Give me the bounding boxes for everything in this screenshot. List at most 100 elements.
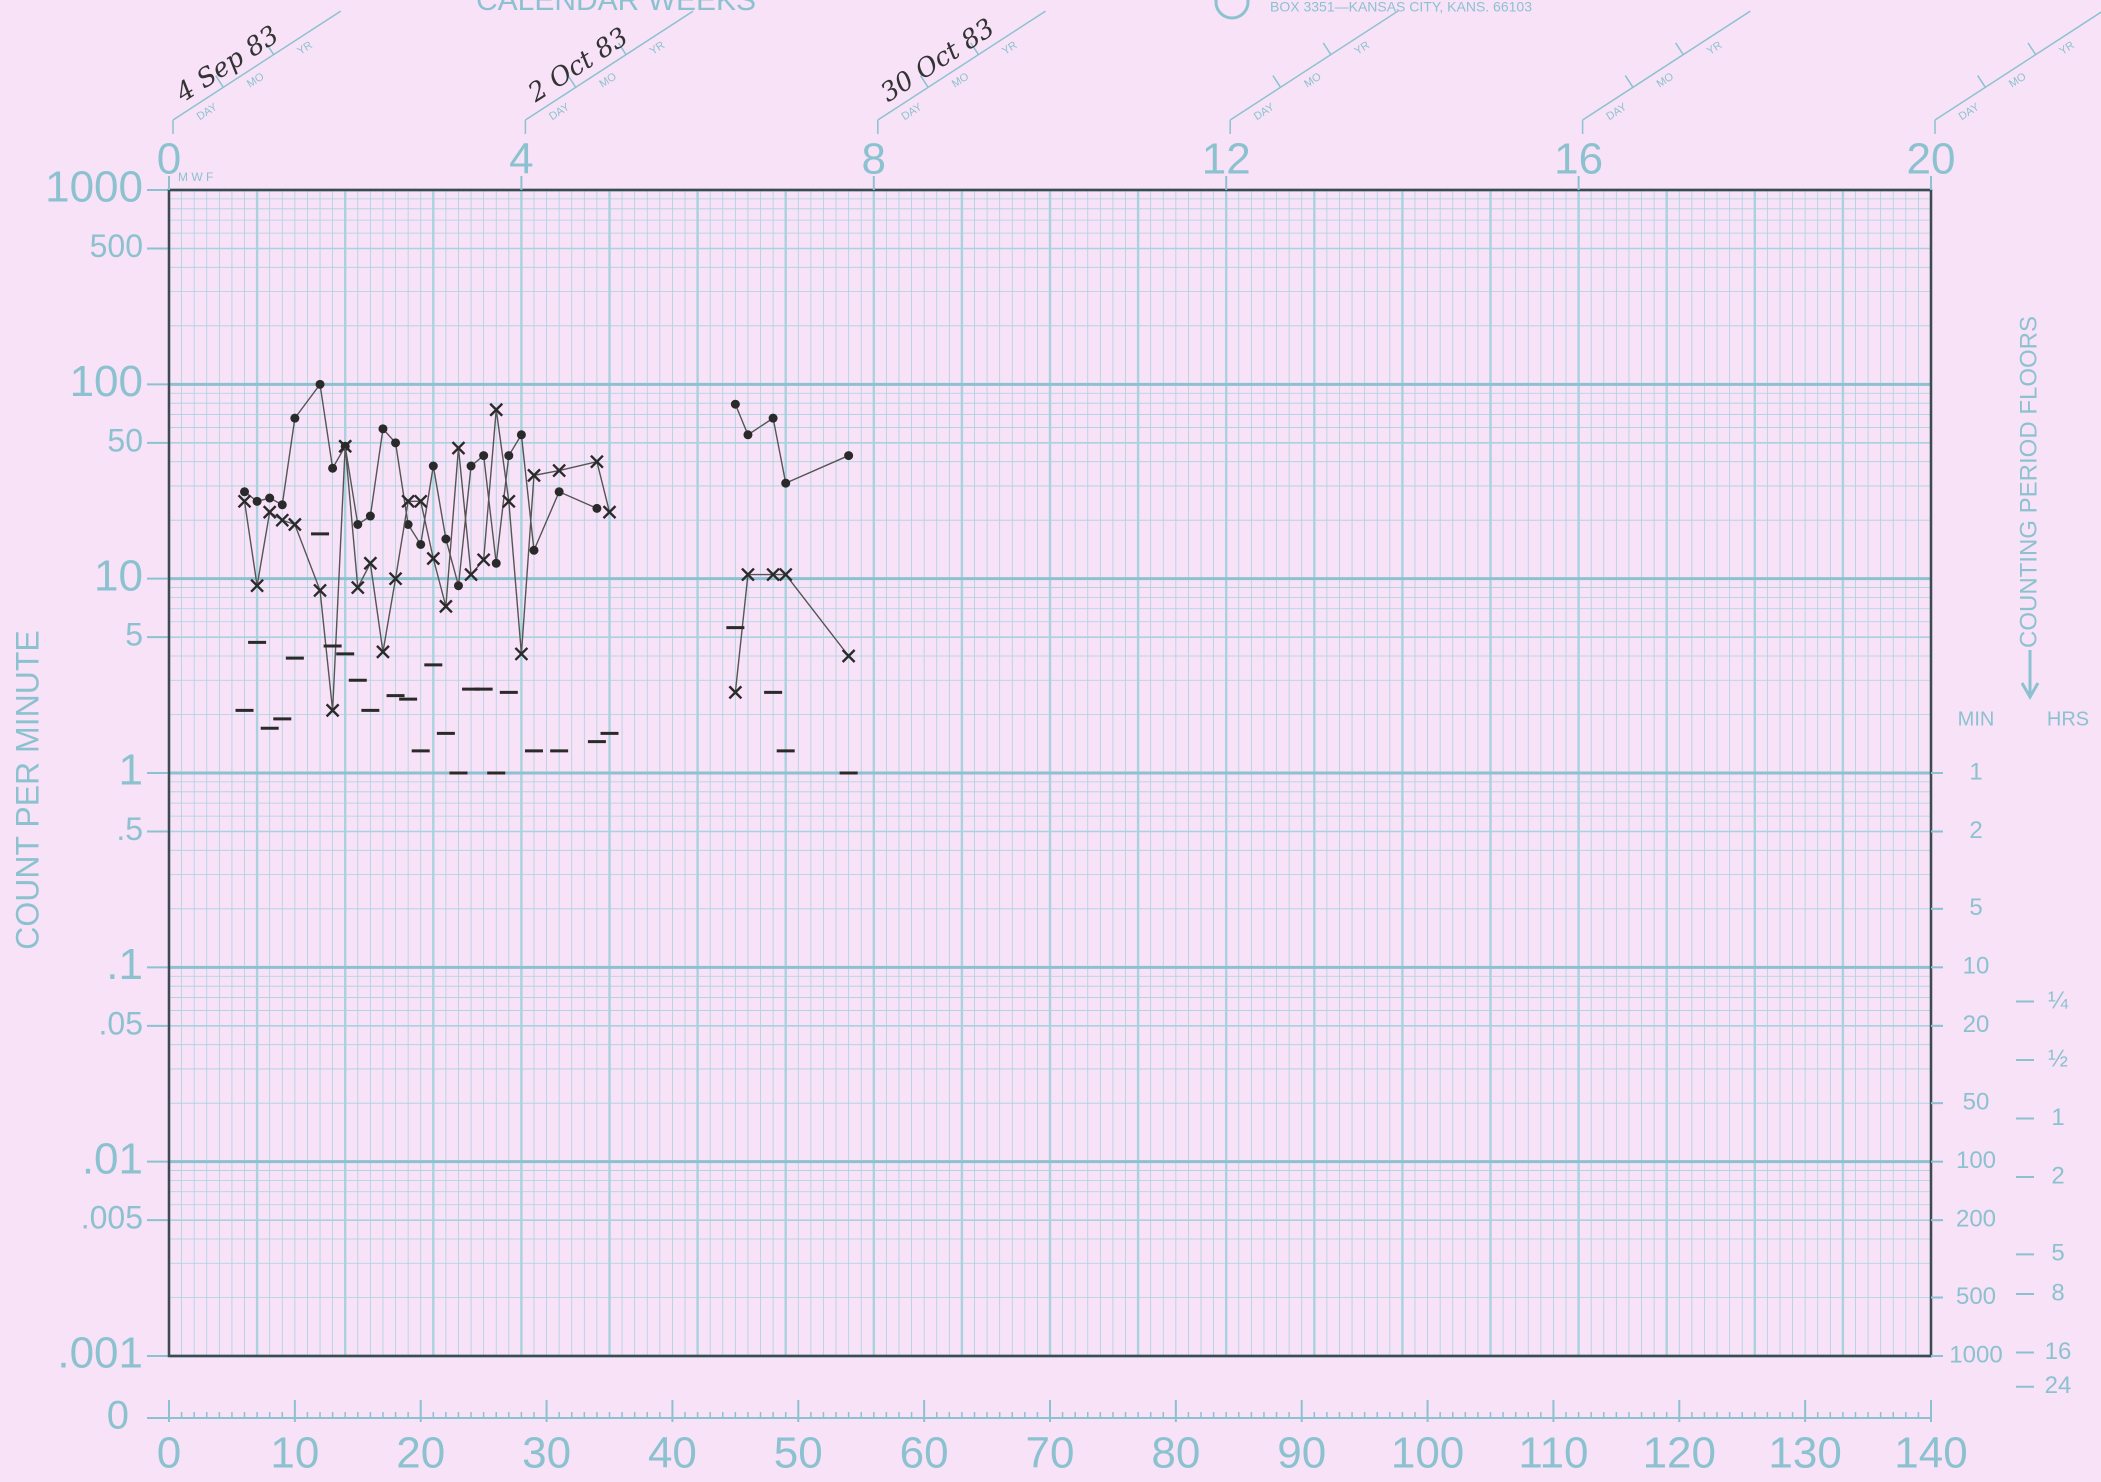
weekday-marks: M W F	[178, 170, 213, 184]
x-tick-label: 30	[522, 1429, 571, 1478]
date-field-divider	[215, 75, 224, 88]
data-x	[376, 645, 390, 659]
data-x	[728, 685, 743, 700]
data-dot	[252, 496, 262, 506]
data-dot	[277, 500, 287, 510]
data-x	[552, 463, 567, 478]
data-dot	[844, 451, 854, 461]
date-field-divider	[970, 42, 980, 56]
data-x	[388, 571, 403, 586]
floor-min-label: 5	[1969, 894, 1982, 921]
floor-min-label: 20	[1963, 1011, 1990, 1038]
y-tick-label: .001	[57, 1329, 143, 1378]
floor-min-label: 2	[1969, 817, 1982, 844]
data-x	[489, 402, 504, 417]
data-dot	[781, 478, 791, 488]
x-tick-label: 40	[648, 1429, 697, 1478]
x-tick-label: 110	[1518, 1429, 1588, 1478]
data-dot	[491, 558, 501, 568]
publisher: BOX 3351—KANSAS CITY, KANS. 66103	[1270, 0, 1532, 15]
floor-min-label: 50	[1963, 1089, 1990, 1116]
data-dot	[315, 379, 325, 389]
data-dot	[328, 463, 338, 473]
data-dot	[391, 438, 401, 448]
date-field-divider	[1977, 75, 1986, 88]
data-dot	[416, 539, 426, 549]
y-tick-label: .01	[82, 1134, 143, 1183]
data-x	[464, 567, 478, 582]
date-field-line	[1582, 10, 1751, 121]
data-x	[841, 649, 856, 663]
x2-tick-label: 4	[509, 135, 533, 184]
data-x	[325, 703, 340, 718]
data-x	[288, 517, 302, 532]
x2-tick-label: 8	[862, 135, 886, 184]
x-tick-label: 90	[1277, 1429, 1326, 1478]
x2-tick-label: 12	[1202, 135, 1251, 184]
data-x	[250, 578, 264, 593]
y-tick-label: .5	[116, 811, 143, 847]
date-field-line	[524, 10, 694, 121]
data-x	[476, 552, 491, 567]
date-field-divider	[617, 42, 627, 56]
data-x	[363, 556, 378, 571]
header: CALENDAR WEEKS	[476, 0, 756, 17]
data-x	[350, 580, 365, 595]
data-x	[262, 505, 277, 519]
data-dot	[265, 493, 275, 503]
x-tick-label: 60	[900, 1429, 949, 1478]
x-tick-label: 100	[1391, 1429, 1464, 1478]
date-field-divider	[265, 42, 275, 56]
date-field-line	[1934, 10, 2101, 121]
y-axis-label: COUNT PER MINUTE	[9, 630, 45, 949]
date-field-divider	[1272, 75, 1282, 88]
floor-hrs-label: 16	[2045, 1338, 2072, 1365]
y-tick-label: 1000	[45, 163, 143, 212]
x-tick-label: 20	[396, 1429, 445, 1478]
x-tick-label: 140	[1894, 1429, 1967, 1478]
data-dot	[730, 399, 740, 409]
date-field-divider	[1674, 42, 1684, 56]
y-tick-label: 1	[119, 746, 143, 795]
data-dot	[768, 413, 778, 423]
data-x	[778, 567, 793, 582]
data-x	[451, 441, 466, 455]
floor-hrs-label: 24	[2045, 1372, 2072, 1399]
date-field-divider	[1322, 42, 1332, 56]
y2-axis-label: COUNTING PERIOD FLOORS	[2015, 316, 2042, 648]
data-dot	[554, 487, 564, 497]
x-tick-label: 80	[1151, 1429, 1200, 1478]
data-dot	[290, 413, 300, 423]
date-field-line	[1229, 10, 1399, 121]
data-dot	[403, 519, 413, 529]
x-tick-label: 0	[157, 1429, 181, 1478]
hrs-label: HRS	[2047, 708, 2089, 730]
x2-tick-label: 0	[157, 135, 181, 184]
floor-min-label: 100	[1956, 1147, 1996, 1174]
x-tick-label: 50	[774, 1429, 823, 1478]
data-x	[741, 567, 755, 582]
date-field-divider	[2027, 42, 2037, 56]
data-x	[501, 494, 516, 509]
data-dot	[240, 487, 250, 497]
data-x	[426, 551, 441, 566]
date-field-divider	[919, 75, 929, 88]
data-x	[527, 468, 541, 483]
y-tick-label: 5	[125, 617, 143, 653]
data-x	[413, 494, 428, 509]
floor-hrs-label: 1	[2051, 1104, 2064, 1131]
data-x	[514, 647, 529, 661]
date-field-line	[172, 10, 342, 121]
y-zero-label: 0	[107, 1394, 129, 1438]
floor-hrs-label: 2	[2051, 1162, 2064, 1189]
floor-min-label: 10	[1963, 953, 1990, 980]
x-tick-label: 130	[1768, 1429, 1841, 1478]
floor-min-label: 1	[1969, 758, 1982, 785]
x-tick-label: 10	[270, 1429, 319, 1478]
data-dot	[743, 430, 753, 440]
floor-hrs-label: 8	[2051, 1279, 2064, 1306]
data-x	[275, 513, 290, 528]
date-field-line	[877, 10, 1046, 121]
y-tick-label: .05	[99, 1005, 143, 1041]
